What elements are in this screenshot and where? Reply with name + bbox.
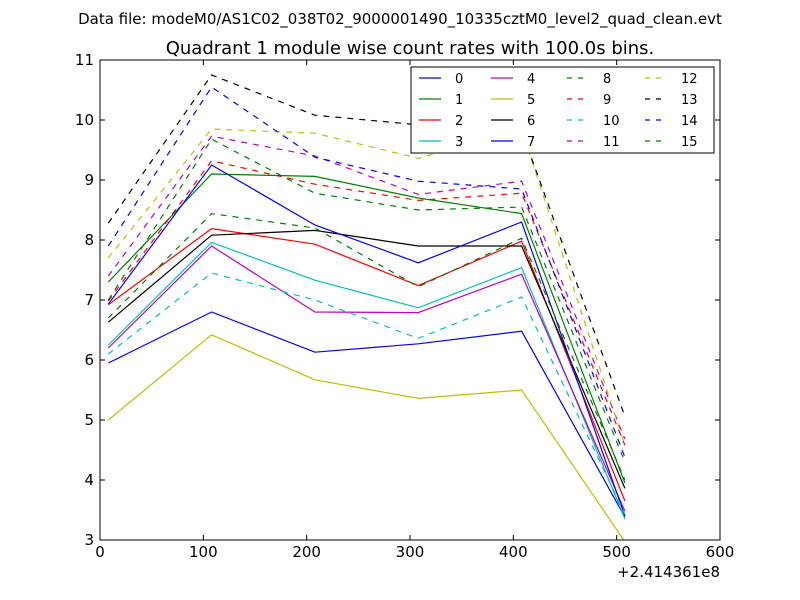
x-tick-label: 300 — [396, 543, 425, 561]
legend-entry-3: 3 — [419, 135, 463, 150]
legend-label: 2 — [455, 114, 463, 129]
series-layer — [107, 74, 626, 540]
series-line-7 — [107, 164, 626, 517]
series-line-0 — [108, 311, 626, 518]
legend-entry-11: 11 — [567, 135, 620, 150]
legend-label: 13 — [681, 93, 698, 108]
y-tick-label: 7 — [84, 291, 94, 309]
x-tick-label: 100 — [189, 543, 218, 561]
series-line-11 — [107, 135, 626, 440]
legend-label: 0 — [455, 72, 463, 87]
series-line-1 — [107, 173, 626, 484]
legend-label: 10 — [603, 114, 620, 129]
series-line-3 — [107, 241, 626, 520]
y-tick-label: 3 — [84, 531, 94, 549]
legend-entry-6: 6 — [491, 114, 535, 129]
legend-label: 3 — [455, 135, 463, 150]
legend-label: 15 — [681, 135, 698, 150]
series-line-10 — [107, 272, 626, 515]
y-tick-label: 6 — [84, 351, 94, 369]
series-line-6 — [107, 229, 626, 489]
y-tick-label: 10 — [75, 111, 94, 129]
legend-label: 8 — [603, 72, 611, 87]
legend-entry-5: 5 — [491, 93, 535, 108]
series-line-5 — [107, 334, 625, 540]
series-line-8 — [107, 212, 626, 481]
legend-entry-8: 8 — [567, 72, 611, 87]
legend-label: 1 — [455, 93, 463, 108]
legend-label: 11 — [603, 135, 620, 150]
x-axis-offset-label: +2.414361e8 — [617, 563, 720, 581]
legend-label: 4 — [527, 72, 535, 87]
series-line-4 — [107, 245, 626, 512]
series-line-14 — [107, 86, 626, 458]
x-tick-label: 400 — [499, 543, 528, 561]
legend-box — [410, 66, 715, 154]
x-tick-label: 200 — [292, 543, 321, 561]
legend-label: 9 — [603, 93, 611, 108]
legend-entry-14: 14 — [645, 114, 698, 129]
legend-entry-4: 4 — [491, 72, 535, 87]
x-tick-label: 500 — [602, 543, 631, 561]
legend-label: 7 — [527, 135, 535, 150]
legend-entry-2: 2 — [419, 114, 463, 129]
series-line-9 — [107, 160, 626, 446]
series-line-15 — [107, 138, 626, 463]
legend-label: 6 — [527, 114, 535, 129]
chart-title: Quadrant 1 module wise count rates with … — [166, 38, 655, 59]
series-line-12 — [107, 128, 626, 446]
legend-entry-1: 1 — [419, 93, 463, 108]
y-tick-label: 4 — [84, 471, 94, 489]
legend-entry-13: 13 — [645, 93, 698, 108]
x-tick-label: 0 — [95, 543, 105, 561]
figure-suptitle: Data file: modeM0/AS1C02_038T02_90000014… — [78, 10, 722, 29]
legend-label: 12 — [681, 72, 698, 87]
legend-entry-0: 0 — [419, 72, 463, 87]
y-tick-label: 8 — [84, 231, 94, 249]
legend-entry-10: 10 — [567, 114, 620, 129]
legend-entry-7: 7 — [491, 135, 535, 150]
plot-frame — [99, 59, 721, 541]
series-line-2 — [107, 227, 626, 502]
y-tick-label: 11 — [75, 51, 94, 69]
legend-entry-9: 9 — [567, 93, 611, 108]
legend-entry-12: 12 — [645, 72, 698, 87]
legend-label: 5 — [527, 93, 535, 108]
legend-label: 14 — [681, 114, 698, 129]
legend-entry-15: 15 — [645, 135, 698, 150]
x-tick-label: 600 — [706, 543, 735, 561]
y-tick-label: 5 — [84, 411, 94, 429]
y-tick-label: 9 — [84, 171, 94, 189]
